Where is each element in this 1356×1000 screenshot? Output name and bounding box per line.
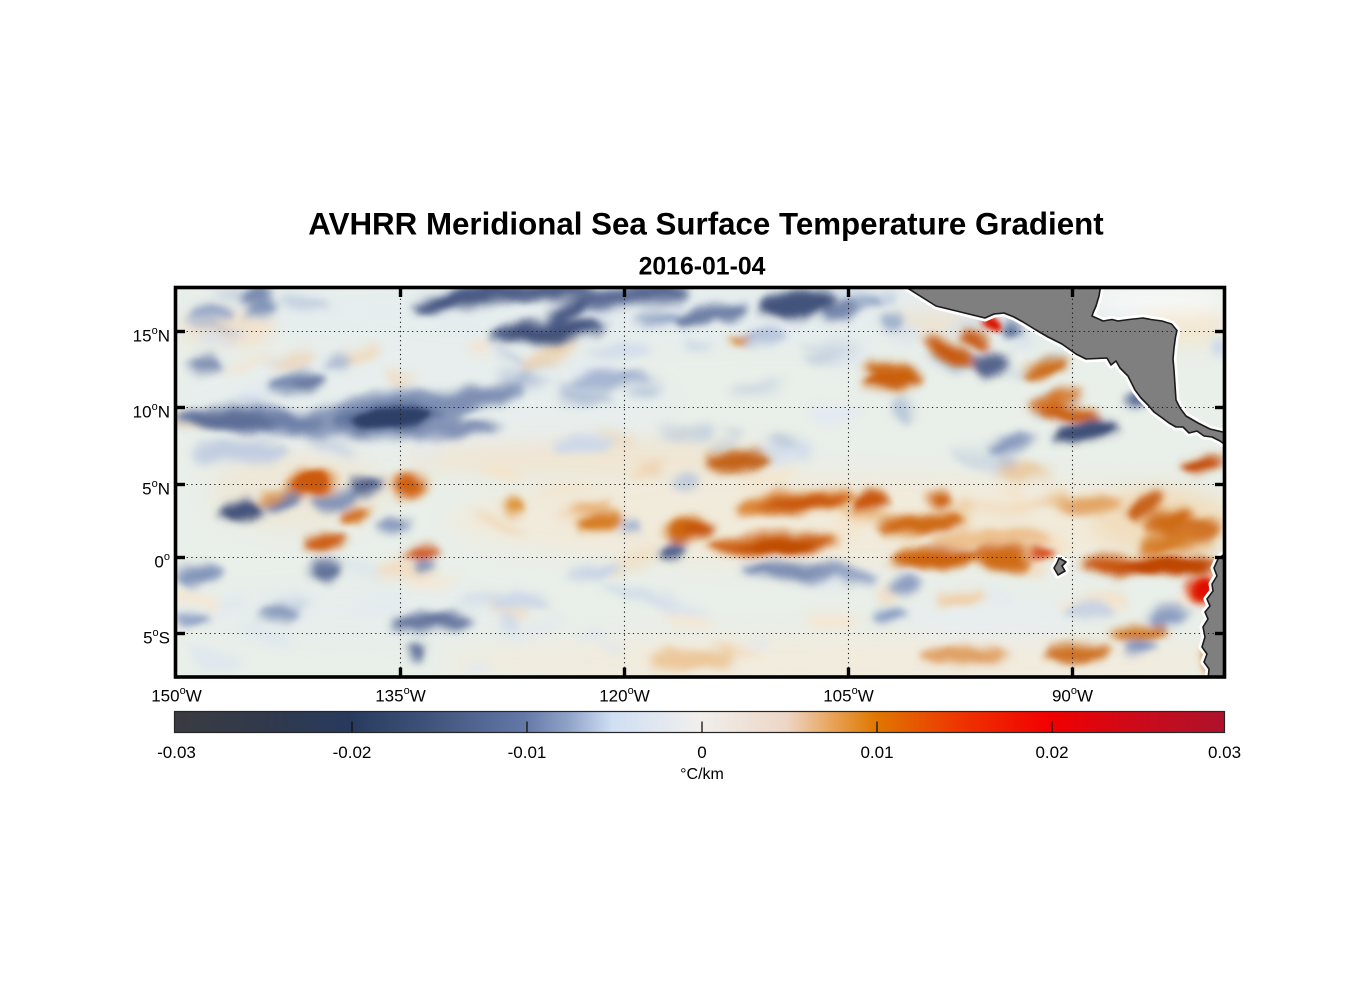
svg-text:5oN: 5oN bbox=[142, 478, 170, 499]
svg-text:135oW: 135oW bbox=[375, 685, 426, 706]
svg-text:0.03: 0.03 bbox=[1208, 743, 1241, 762]
svg-text:105oW: 105oW bbox=[823, 685, 874, 706]
svg-text:15oN: 15oN bbox=[133, 325, 170, 346]
svg-text:150oW: 150oW bbox=[151, 685, 202, 706]
svg-text:120oW: 120oW bbox=[599, 685, 650, 706]
svg-text:-0.03: -0.03 bbox=[157, 743, 196, 762]
svg-text:0.02: 0.02 bbox=[1035, 743, 1068, 762]
svg-text:AVHRR Meridional Sea Surface T: AVHRR Meridional Sea Surface Temperature… bbox=[308, 207, 1104, 242]
svg-text:90oW: 90oW bbox=[1052, 685, 1093, 706]
svg-text:0: 0 bbox=[697, 743, 706, 762]
svg-text:-0.02: -0.02 bbox=[333, 743, 372, 762]
svg-text:10oN: 10oN bbox=[133, 401, 170, 422]
svg-text:5oS: 5oS bbox=[143, 627, 170, 648]
svg-text:-0.01: -0.01 bbox=[508, 743, 547, 762]
svg-text:2016-01-04: 2016-01-04 bbox=[639, 254, 766, 281]
svg-text:°C/km: °C/km bbox=[680, 766, 724, 783]
svg-text:0.01: 0.01 bbox=[860, 743, 893, 762]
svg-text:0o: 0o bbox=[154, 551, 170, 572]
